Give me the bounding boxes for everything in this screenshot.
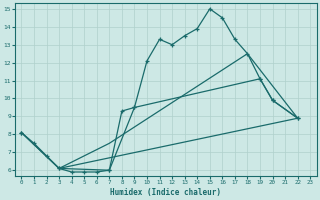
- X-axis label: Humidex (Indice chaleur): Humidex (Indice chaleur): [110, 188, 221, 197]
